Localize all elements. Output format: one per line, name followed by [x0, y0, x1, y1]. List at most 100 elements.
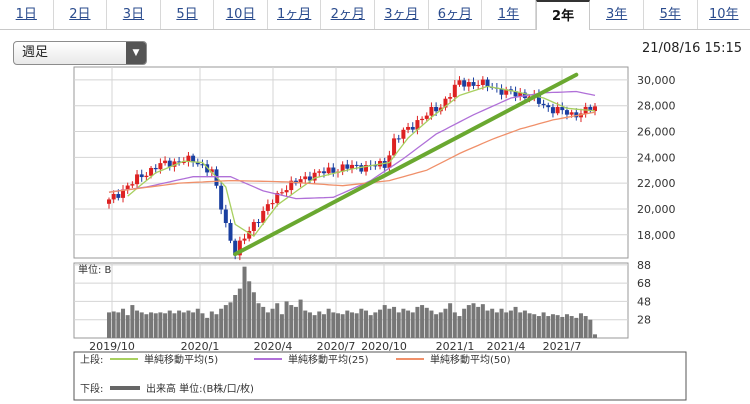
candle-body — [410, 126, 415, 130]
candle-body — [237, 240, 242, 256]
volume-bar — [504, 312, 509, 338]
candle-body — [130, 184, 135, 186]
candle-body — [307, 176, 312, 181]
chart-interval-select[interactable]: 週足 ▼ — [13, 41, 147, 65]
candle-body — [485, 79, 490, 88]
tab-11[interactable]: 3年 — [590, 0, 644, 29]
candle-body — [158, 163, 163, 170]
chart-interval-value: 週足 — [22, 45, 49, 60]
volume-bar — [485, 310, 490, 338]
volume-bar — [326, 308, 331, 338]
volume-bar — [317, 311, 322, 338]
volume-bar — [438, 312, 443, 338]
volume-bar — [546, 316, 551, 338]
volume-bar — [513, 306, 518, 338]
candle-body — [251, 222, 256, 231]
volume-bar — [354, 313, 359, 338]
x-tick-label: 2020/10 — [361, 340, 407, 353]
candle-body — [340, 164, 345, 172]
volume-bar — [578, 313, 583, 338]
volume-y-tick: 68 — [637, 277, 651, 290]
candle-body — [242, 238, 247, 241]
candle-body — [331, 167, 336, 173]
tab-13[interactable]: 10年 — [709, 7, 739, 22]
candle-body — [303, 176, 308, 180]
tab-4[interactable]: 10日 — [214, 0, 268, 29]
candle-body — [518, 92, 523, 97]
candle-body — [364, 164, 369, 172]
volume-bar — [401, 308, 406, 338]
volume-bar — [378, 309, 383, 338]
legend-upper-label: 上段: — [80, 353, 103, 366]
volume-bar — [275, 303, 280, 338]
volume-bar — [522, 310, 527, 338]
x-tick-label: 2021/4 — [487, 340, 526, 353]
candle-body — [434, 106, 439, 112]
dropdown-arrow-icon[interactable]: ▼ — [126, 42, 146, 64]
candle-body — [593, 106, 597, 112]
candle-body — [289, 180, 294, 191]
tab-10[interactable]: 2年 — [535, 0, 591, 30]
volume-bar — [233, 295, 238, 338]
volume-bar — [177, 310, 182, 338]
ma-line-2 — [108, 111, 596, 193]
volume-bar — [200, 313, 205, 338]
volume-bar — [167, 310, 172, 338]
candle-body — [135, 174, 140, 185]
candle-body — [153, 167, 158, 170]
volume-bar — [172, 313, 177, 338]
volume-bar — [284, 301, 289, 338]
candle-body — [415, 120, 420, 130]
volume-bar — [209, 311, 214, 338]
candle-body — [424, 115, 429, 119]
last-updated-timestamp: 21/08/16 15:15 — [642, 41, 742, 56]
candle-body — [163, 160, 168, 164]
tab-8[interactable]: 6ヶ月 — [429, 0, 483, 29]
tab-9[interactable]: 1年 — [482, 0, 536, 29]
tab-12[interactable]: 5年 — [644, 0, 698, 29]
volume-bar — [420, 305, 425, 338]
candle-body — [223, 209, 228, 224]
volume-bar — [536, 316, 541, 338]
volume-bar — [181, 312, 186, 338]
volume-y-tick: 28 — [637, 314, 651, 327]
tab-7[interactable]: 3ヶ月 — [375, 0, 429, 29]
volume-bar — [434, 314, 439, 338]
tab-3[interactable]: 5日 — [161, 0, 215, 29]
ma-line-0 — [127, 85, 596, 237]
volume-bar — [466, 305, 471, 338]
volume-bar — [195, 308, 200, 338]
candle-body — [144, 175, 149, 178]
candle-body — [574, 112, 579, 118]
tab-5[interactable]: 1ヶ月 — [268, 0, 322, 29]
volume-bar — [583, 316, 588, 338]
volume-bar — [219, 308, 224, 338]
volume-bar — [527, 313, 532, 338]
volume-bar — [480, 304, 485, 338]
volume-bar — [214, 314, 219, 338]
volume-bar — [149, 312, 154, 338]
volume-bar — [121, 308, 126, 338]
volume-bar — [368, 315, 373, 338]
candle-body — [359, 165, 364, 172]
ma-line-1 — [108, 90, 596, 200]
volume-bar — [471, 303, 476, 338]
tab-2[interactable]: 3日 — [107, 0, 161, 29]
candle-body — [345, 164, 350, 169]
volume-bar — [392, 306, 397, 338]
price-y-tick: 26,000 — [637, 126, 676, 139]
tab-6[interactable]: 2ヶ月 — [321, 0, 376, 29]
volume-bar — [191, 312, 196, 338]
volume-bar — [518, 312, 523, 338]
volume-y-tick: 88 — [637, 259, 651, 272]
volume-bar — [228, 302, 233, 338]
tab-0[interactable]: 1日 — [0, 0, 54, 29]
volume-y-tick: 48 — [637, 295, 651, 308]
volume-bar — [476, 306, 481, 338]
x-tick-label: 2020/1 — [181, 340, 220, 353]
tab-1[interactable]: 2日 — [54, 0, 108, 29]
candle-body — [321, 171, 326, 174]
volume-unit-label: 単位: B — [78, 263, 112, 276]
volume-bar — [321, 314, 326, 338]
candle-body — [172, 161, 177, 167]
